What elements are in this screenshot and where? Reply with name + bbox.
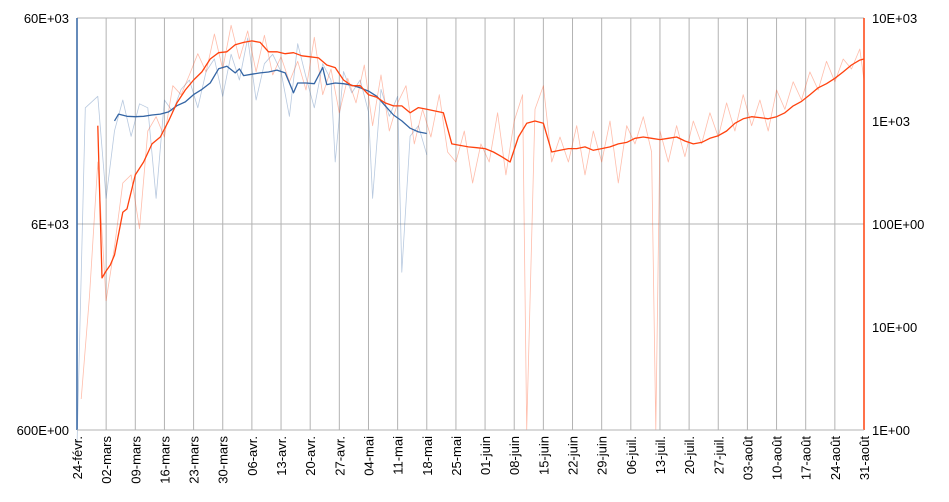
- x-tick-label: 31-août: [857, 436, 872, 480]
- right-moving-average-series-line: [97, 40, 865, 279]
- y-right-tick-label: 1E+00: [872, 423, 910, 438]
- x-tick-label: 01-juin: [478, 436, 493, 475]
- x-tick-label: 09-mars: [128, 436, 143, 484]
- y-right-tick-label: 100E+00: [872, 217, 924, 232]
- x-tick-label: 13-juil.: [653, 436, 668, 474]
- x-tick-label: 23-mars: [187, 436, 202, 484]
- y-left-tick-label: 6E+03: [31, 217, 69, 232]
- x-tick-label: 22-juin: [566, 436, 581, 475]
- x-tick-label: 11-mai: [391, 436, 406, 475]
- x-tick-label: 17-août: [799, 436, 814, 480]
- x-tick-label: 02-mars: [99, 436, 114, 484]
- x-tick-label: 06-avr.: [245, 436, 260, 476]
- x-tick-label: 03-août: [740, 436, 755, 480]
- y-left-tick-label: 60E+03: [24, 11, 69, 26]
- y-right-tick-label: 10E+03: [872, 11, 917, 26]
- x-tick-label: 29-juin: [595, 436, 610, 475]
- x-tick-label: 04-mai: [362, 436, 377, 476]
- x-tick-label: 10-août: [770, 436, 785, 480]
- x-tick-label: 20-avr.: [303, 436, 318, 476]
- right-daily-faint-series-line: [80, 24, 865, 431]
- left-daily-faint-series-line: [76, 37, 428, 447]
- x-tick-label: 08-juin: [507, 436, 522, 475]
- x-tick-label: 25-mai: [449, 436, 464, 476]
- x-tick-label: 16-mars: [157, 436, 172, 484]
- x-tick-label: 06-juil.: [624, 436, 639, 474]
- x-tick-label: 27-avr.: [332, 436, 347, 476]
- y-right-tick-label: 1E+03: [872, 114, 910, 129]
- x-tick-label: 13-avr.: [274, 436, 289, 476]
- axes: [76, 18, 865, 431]
- left-moving-average-series-line: [113, 65, 427, 135]
- x-tick-label: 24-août: [828, 436, 843, 480]
- x-tick-label: 24-févr.: [70, 436, 85, 479]
- x-tick-labels: 24-févr. 02-mars 09-mars 16-mars 23-mars 30-m…: [70, 436, 872, 484]
- grid: [76, 17, 865, 431]
- y-left-tick-labels: 600E+00 6E+03 60E+03: [17, 11, 69, 438]
- x-tick-label: 18-mai: [420, 436, 435, 476]
- y-right-tick-label: 10E+00: [872, 320, 917, 335]
- series-layer: [76, 24, 865, 447]
- y-left-tick-label: 600E+00: [17, 423, 69, 438]
- x-tick-label: 20-juil.: [682, 436, 697, 474]
- x-tick-label: 30-mars: [216, 436, 231, 484]
- x-tick-label: 27-juil.: [711, 436, 726, 474]
- y-right-tick-labels: 1E+00 10E+00 100E+00 1E+03 10E+03: [872, 11, 924, 438]
- x-tick-label: 15-juin: [536, 436, 551, 475]
